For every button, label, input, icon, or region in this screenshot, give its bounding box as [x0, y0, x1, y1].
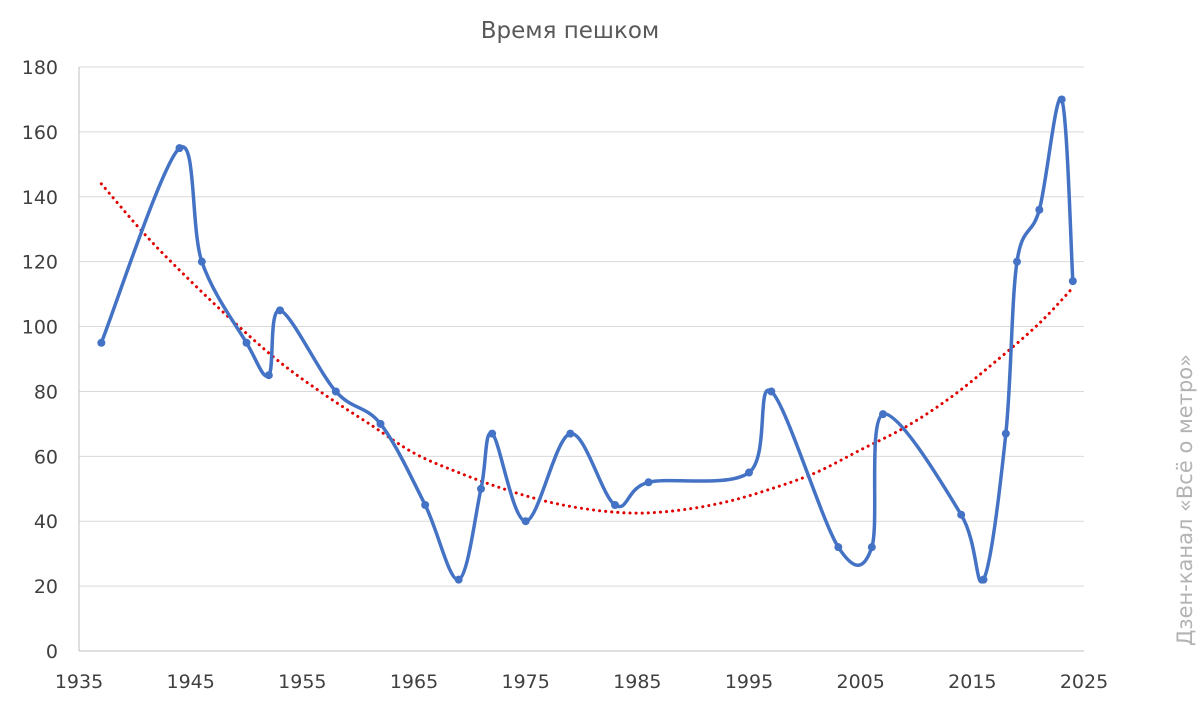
- y-tick-label: 0: [46, 641, 58, 663]
- data-point: [745, 468, 753, 477]
- data-point: [521, 517, 530, 526]
- trendline: [99, 182, 1075, 515]
- x-tick-label: 1985: [613, 671, 661, 693]
- y-tick-label: 20: [34, 576, 58, 598]
- data-point: [264, 371, 273, 380]
- data-point: [1068, 277, 1077, 286]
- y-tick-label: 180: [22, 57, 58, 79]
- data-point: [1001, 429, 1010, 438]
- data-point: [1013, 257, 1021, 266]
- data-point: [454, 575, 463, 584]
- data-point: [611, 501, 619, 509]
- x-tick-label: 1965: [390, 671, 438, 693]
- chart-title: Время пешком: [481, 18, 660, 44]
- data-point: [331, 387, 340, 396]
- y-tick-label: 80: [34, 381, 58, 403]
- data-point: [421, 501, 430, 509]
- x-tick-label: 2015: [948, 671, 996, 693]
- data-point: [767, 387, 776, 396]
- x-tick-label: 1975: [501, 671, 549, 693]
- gridlines: [78, 66, 1084, 652]
- y-tick-label: 60: [34, 446, 58, 468]
- x-tick-label: 2005: [836, 671, 884, 693]
- x-tick-label: 1955: [278, 671, 326, 693]
- data-point: [276, 306, 284, 315]
- y-tick-label: 160: [22, 122, 58, 144]
- data-point: [979, 575, 988, 584]
- data-point: [644, 478, 653, 487]
- x-tick-label: 1945: [166, 671, 214, 693]
- y-tick-label: 100: [22, 317, 58, 339]
- data-point: [834, 543, 843, 552]
- x-axis-ticks: 1935 1945 1955 1965 1975 1985 1995 2005 2015 2025: [55, 671, 1108, 693]
- data-point: [197, 257, 206, 266]
- y-tick-label: 40: [34, 511, 58, 533]
- y-tick-label: 140: [22, 187, 58, 209]
- data-point: [566, 429, 575, 438]
- data-point: [477, 484, 485, 493]
- x-tick-label: 1935: [55, 671, 103, 693]
- data-point: [1035, 205, 1044, 214]
- series-layer: [97, 95, 1077, 584]
- data-point: [488, 429, 497, 438]
- data-point: [1057, 95, 1066, 104]
- data-point: [879, 410, 887, 419]
- y-axis-ticks: 0 20 40 60 80 100 120 140 160 180: [22, 57, 58, 663]
- data-point: [97, 338, 106, 347]
- y-tick-label: 120: [22, 252, 58, 274]
- data-point: [376, 419, 385, 428]
- x-tick-label: 2025: [1060, 671, 1108, 693]
- data-point: [242, 338, 251, 347]
- data-point: [957, 510, 966, 519]
- data-point: [175, 144, 184, 153]
- watermark-text: Дзен-канал «Всё о метро»: [1173, 354, 1197, 646]
- x-tick-label: 1995: [725, 671, 773, 693]
- data-point: [867, 543, 876, 552]
